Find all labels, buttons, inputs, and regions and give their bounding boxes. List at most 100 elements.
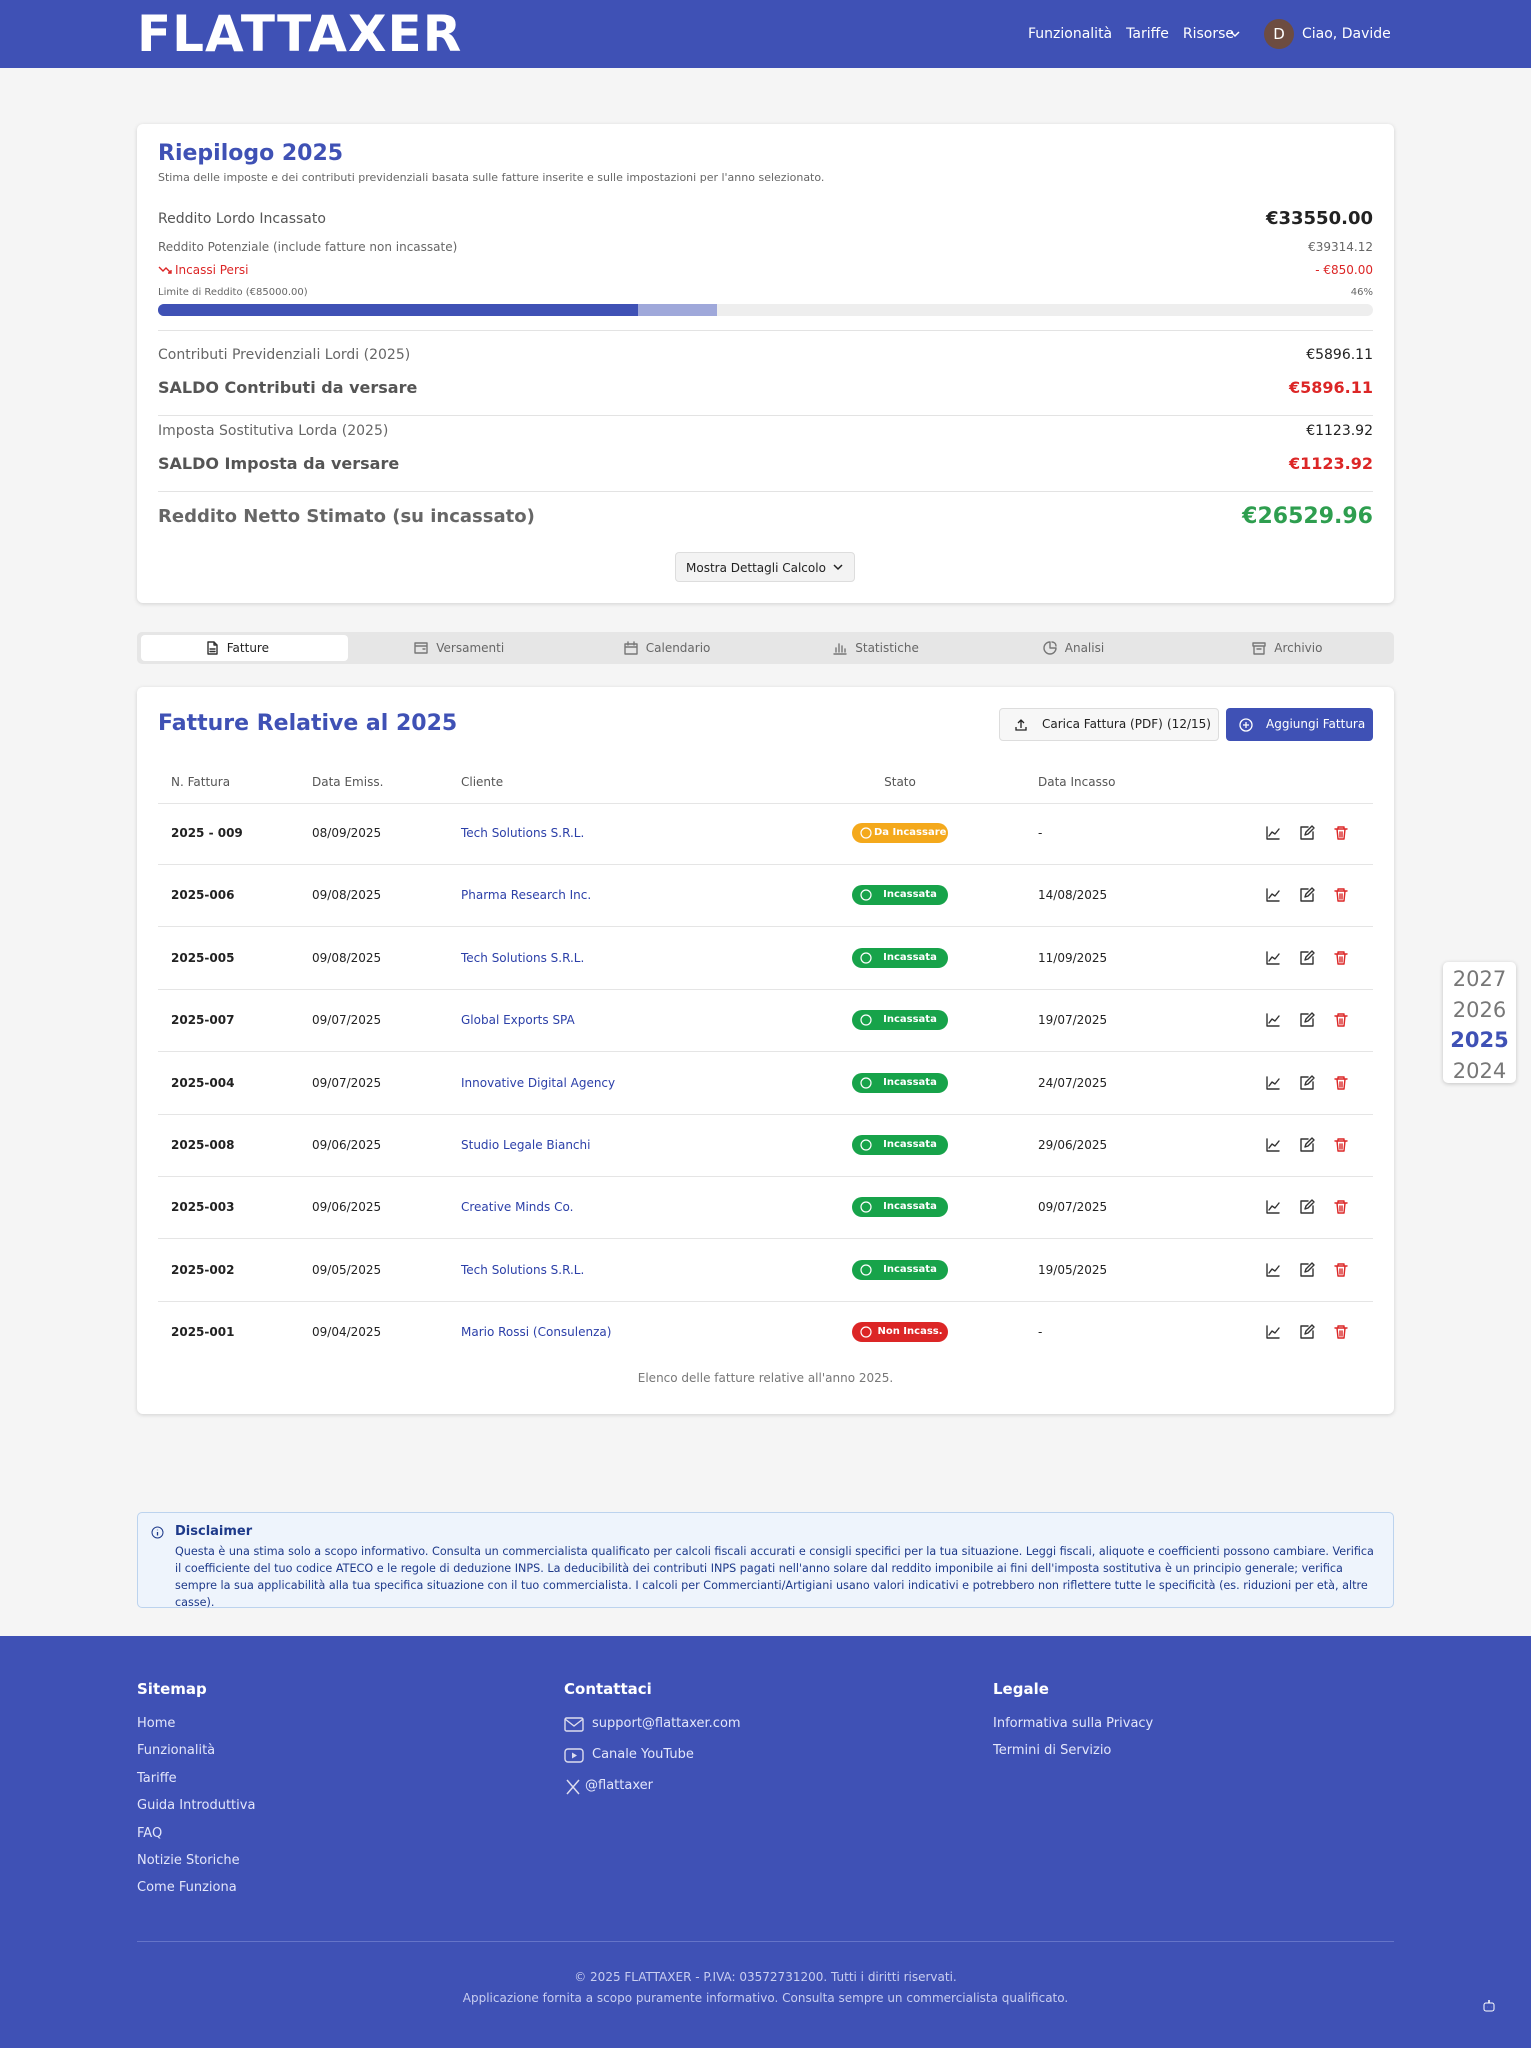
- edit-action[interactable]: [1299, 825, 1315, 841]
- client-link[interactable]: Pharma Research Inc.: [461, 888, 592, 903]
- client-link[interactable]: Global Exports SPA: [461, 1013, 575, 1028]
- edit-action[interactable]: [1299, 1137, 1315, 1153]
- footer-link[interactable]: @flattaxer: [585, 1778, 653, 1793]
- tab[interactable]: Archivio: [1185, 632, 1395, 664]
- add-button[interactable]: Aggiungi Fattura: [1226, 708, 1373, 741]
- delete-action[interactable]: [1333, 1199, 1349, 1215]
- edit-action[interactable]: [1299, 1074, 1315, 1091]
- chart-action[interactable]: [1265, 825, 1281, 841]
- upload-button[interactable]: Carica Fattura (PDF) (12/15): [999, 708, 1219, 741]
- disclaimer: [137, 1512, 1394, 1608]
- tab-icon: [414, 642, 428, 654]
- edit-action[interactable]: [1299, 1199, 1315, 1215]
- footer-link[interactable]: support@flattaxer.com: [592, 1716, 741, 1731]
- delete-action[interactable]: [1333, 950, 1349, 966]
- client-link[interactable]: Tech Solutions S.R.L.: [461, 1262, 585, 1277]
- plus-icon: [1239, 718, 1253, 732]
- footer-link[interactable]: Funzionalità: [137, 1743, 216, 1759]
- chart-action[interactable]: [1265, 1199, 1281, 1215]
- chart-action[interactable]: [1265, 1262, 1281, 1278]
- status-badge: Incassata: [852, 885, 948, 906]
- year-option[interactable]: 2027: [1452, 967, 1507, 991]
- delete-action[interactable]: [1333, 1262, 1349, 1278]
- delete-action[interactable]: [1333, 1324, 1349, 1340]
- edit-action[interactable]: [1299, 1324, 1315, 1340]
- footer-link[interactable]: Termini di Servizio: [993, 1743, 1112, 1759]
- status-badge: Incassata: [852, 1259, 948, 1280]
- status-label: Incassata: [883, 1076, 937, 1088]
- chart-action[interactable]: [1265, 1012, 1281, 1028]
- divider: [158, 988, 1373, 990]
- edit-action[interactable]: [1299, 1012, 1315, 1028]
- client-link[interactable]: Creative Minds Co.: [461, 1200, 574, 1215]
- value: €33550.00: [1265, 208, 1373, 229]
- footer-link[interactable]: Canale YouTube: [592, 1747, 694, 1762]
- column-header: N. Fattura: [171, 775, 231, 789]
- tab[interactable]: Statistiche: [766, 632, 976, 664]
- footer-link[interactable]: FAQ: [137, 1825, 163, 1841]
- value: 46%: [1350, 287, 1373, 298]
- divider: [158, 803, 1373, 804]
- delete-action[interactable]: [1333, 1012, 1349, 1028]
- status-label: Incassata: [883, 1139, 937, 1150]
- chevron: [1230, 31, 1240, 38]
- label: Imposta Sostitutiva Lorda (2025): [158, 423, 389, 439]
- progress-track: [158, 304, 1373, 316]
- tab[interactable]: Calendario: [556, 632, 766, 664]
- logo[interactable]: FLATTAXER: [137, 5, 463, 63]
- chart-action[interactable]: [1265, 1324, 1281, 1340]
- status-icon: [860, 1326, 872, 1338]
- delete-action[interactable]: [1333, 1075, 1349, 1091]
- divider: [137, 1941, 1394, 1942]
- chart-action[interactable]: [1265, 950, 1281, 966]
- tab-icon: [1252, 642, 1266, 655]
- footer-link[interactable]: Home: [137, 1716, 176, 1731]
- footer-link[interactable]: Notizie Storiche: [137, 1853, 240, 1868]
- delete-action[interactable]: [1333, 887, 1349, 903]
- chart-action[interactable]: [1265, 887, 1281, 903]
- chart-action[interactable]: [1265, 1075, 1281, 1091]
- status-label: Incassata: [883, 1014, 937, 1026]
- divider: [158, 491, 1373, 492]
- client-link[interactable]: Innovative Digital Agency: [461, 1075, 616, 1090]
- cell: 09/07/2025: [312, 1013, 382, 1028]
- status-icon: [860, 952, 872, 964]
- delete-action[interactable]: [1333, 825, 1349, 841]
- greeting[interactable]: Ciao, Davide: [1302, 26, 1391, 42]
- nav-link[interactable]: Tariffe: [1126, 26, 1169, 42]
- nav-link[interactable]: Funzionalità: [1028, 26, 1113, 42]
- nav: Funzionalità Tariffe Risorse: [1028, 24, 1234, 44]
- delete-action[interactable]: [1333, 1137, 1349, 1153]
- details-button[interactable]: Mostra Dettagli Calcolo: [675, 552, 855, 582]
- client-link[interactable]: Studio Legale Bianchi: [461, 1138, 591, 1152]
- client-link[interactable]: Tech Solutions S.R.L.: [461, 826, 585, 840]
- footer-heading: Sitemap: [137, 1680, 207, 1698]
- edit-action[interactable]: [1299, 1262, 1315, 1278]
- upload-icon: [1015, 719, 1027, 731]
- edit-action[interactable]: [1299, 887, 1315, 903]
- tab[interactable]: Versamenti: [347, 632, 557, 664]
- nav-link[interactable]: Risorse: [1182, 26, 1234, 42]
- footer-link[interactable]: Informativa sulla Privacy: [993, 1716, 1154, 1731]
- client-link[interactable]: Tech Solutions S.R.L.: [461, 950, 585, 965]
- cell: 09/08/2025: [312, 950, 382, 965]
- chart-action[interactable]: [1265, 1137, 1281, 1153]
- tab[interactable]: Analisi: [975, 632, 1185, 664]
- cell: 09/06/2025: [312, 1200, 382, 1215]
- footer-link[interactable]: Guida Introduttiva: [137, 1798, 256, 1814]
- footer-heading: Legale: [993, 1680, 1049, 1698]
- summary-title: Riepilogo 2025: [158, 141, 344, 166]
- year-option[interactable]: 2025: [1450, 1028, 1509, 1052]
- footer-link[interactable]: Come Funziona: [137, 1880, 237, 1896]
- footer-link[interactable]: Tariffe: [137, 1770, 177, 1786]
- bot-icon[interactable]: [1482, 1999, 1496, 2013]
- cell: 2025 - 009: [171, 826, 243, 840]
- year-option[interactable]: 2026: [1452, 997, 1507, 1022]
- tab[interactable]: Fatture: [137, 632, 347, 664]
- cell: 2025-005: [171, 950, 235, 965]
- label: Reddito Netto Stimato (su incassato): [158, 506, 535, 527]
- edit-action[interactable]: [1299, 950, 1315, 966]
- avatar[interactable]: D: [1264, 19, 1294, 49]
- year-option[interactable]: 2024: [1452, 1058, 1507, 1083]
- client-link[interactable]: Mario Rossi (Consulenza): [461, 1325, 612, 1340]
